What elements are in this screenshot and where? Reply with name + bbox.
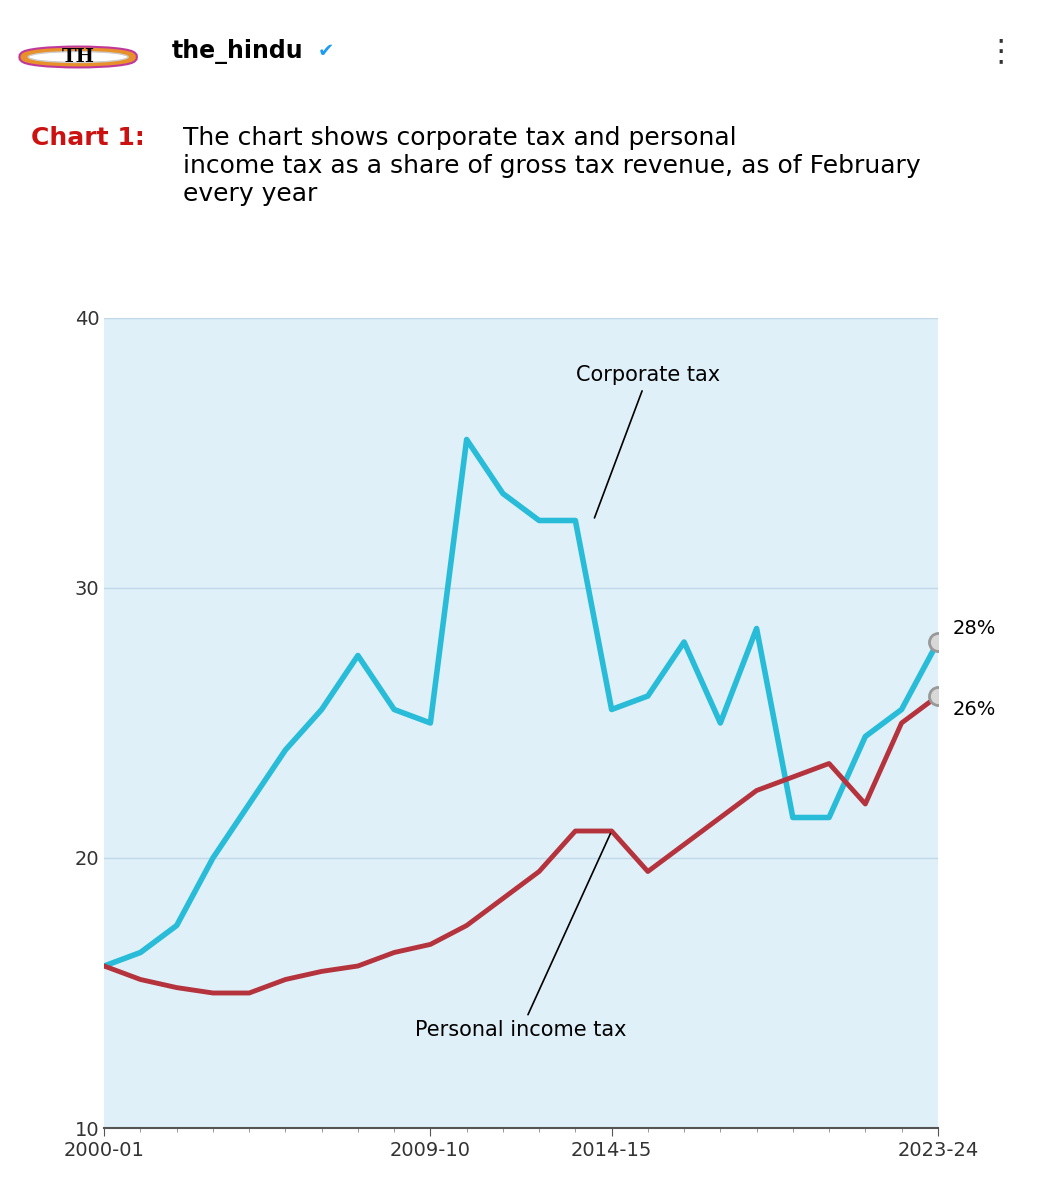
Circle shape bbox=[28, 52, 128, 62]
Text: ✔: ✔ bbox=[318, 42, 334, 61]
Text: The chart shows corporate tax and personal
income tax as a share of gross tax re: The chart shows corporate tax and person… bbox=[183, 126, 921, 205]
Text: the_hindu: the_hindu bbox=[172, 38, 303, 64]
Text: Chart 1:: Chart 1: bbox=[31, 126, 145, 150]
Text: ⋮: ⋮ bbox=[986, 37, 1016, 66]
Text: Corporate tax: Corporate tax bbox=[576, 366, 720, 518]
Text: 28%: 28% bbox=[952, 619, 996, 638]
Text: Personal income tax: Personal income tax bbox=[416, 834, 626, 1040]
Text: TH: TH bbox=[61, 48, 95, 66]
Text: 26%: 26% bbox=[952, 700, 996, 719]
